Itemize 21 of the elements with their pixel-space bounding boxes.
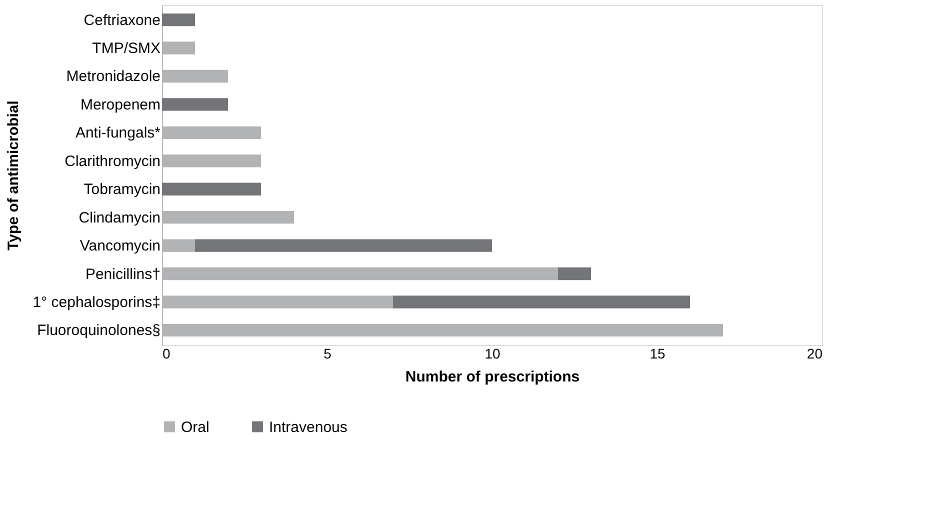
x-axis-title: Number of prescriptions bbox=[405, 368, 580, 386]
y-tick-label: Ceftriaxone bbox=[84, 12, 160, 29]
y-tick-label: Anti-fungals* bbox=[75, 124, 161, 142]
y-tick-label: Tobramycin bbox=[84, 181, 160, 198]
x-tick-label: 15 bbox=[650, 346, 666, 362]
y-tick-label: Metronidazole bbox=[66, 68, 160, 86]
y-axis-title: Type of antimicrobial bbox=[4, 100, 22, 250]
y-tick-label: TMP/SMX bbox=[92, 40, 160, 58]
y-tick-label: Clarithromycin bbox=[64, 152, 160, 170]
legend-label: Intravenous bbox=[269, 418, 348, 436]
y-tick-label: Vancomycin bbox=[80, 238, 160, 255]
x-tick-label: 10 bbox=[484, 346, 500, 362]
legend-label: Oral bbox=[181, 418, 210, 436]
y-tick-label: Penicillins† bbox=[85, 266, 160, 283]
x-tick-label: 5 bbox=[324, 346, 332, 362]
y-tick-label: 1° cephalosporins‡ bbox=[32, 294, 160, 311]
y-tick-label: Meropenem bbox=[80, 96, 160, 114]
x-tick-label: 20 bbox=[806, 346, 823, 362]
x-tick-label: 0 bbox=[162, 346, 170, 362]
y-tick-label: Clindamycin bbox=[78, 209, 160, 226]
y-tick-label: Fluoroquinolones§ bbox=[37, 322, 160, 340]
